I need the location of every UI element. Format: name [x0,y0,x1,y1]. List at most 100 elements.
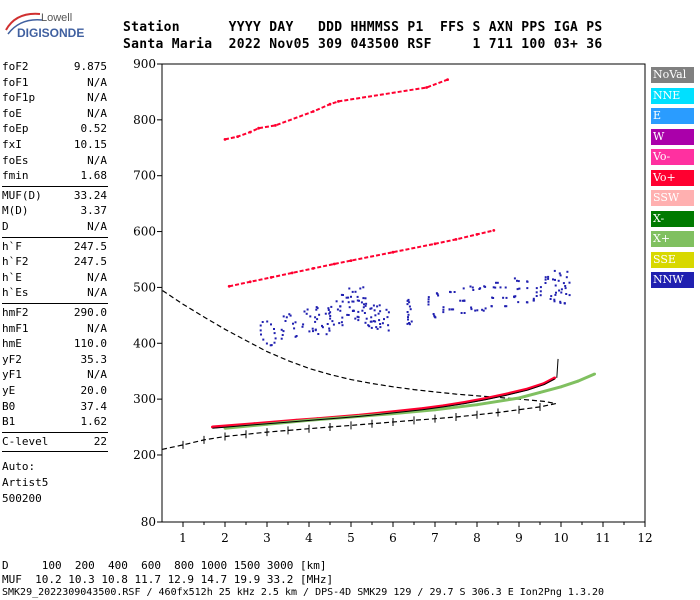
nnw-echo-point [504,286,507,289]
param-value: 3.37 [80,204,108,218]
footer-muf-row: MUF 10.2 10.3 10.8 11.7 12.9 14.7 19.9 3… [2,573,334,586]
nnw-echo-point [376,305,379,308]
param-value: N/A [87,220,107,233]
nnw-echo-point [554,293,557,296]
nnw-echo-point [354,290,357,293]
nnw-echo-point [294,335,297,338]
legend-item-w: W [651,128,694,145]
nnw-echo-point [363,312,366,314]
y-tick-label: 500 [133,280,156,294]
nnw-echo-point [539,290,542,293]
param-value: N/A [87,368,107,382]
nnw-echo-point [341,300,344,303]
nnw-echo-point [550,295,553,298]
y-tick-label: 80 [141,515,156,529]
param-separator [2,451,108,453]
nnw-echo-point [379,326,382,329]
param-value: 20.0 [80,384,108,397]
nnw-echo-point [448,308,451,311]
legend-item-xminus: X- [651,210,694,227]
param-key: MUF(D) [2,188,42,202]
echo-point [475,233,479,236]
nnw-echo-point [342,294,344,296]
nnw-echo-point [321,326,324,329]
nnw-echo-point [327,309,330,311]
nnw-echo-point [351,300,354,303]
nnw-echo-point [408,323,411,326]
nnw-echo-point [387,311,390,314]
param-key: foEp [2,122,29,136]
nnw-echo-point [450,308,453,311]
param-value: 0.52 [80,122,108,136]
legend-item-nne: NNE [651,87,694,104]
echo-point [391,250,395,254]
nnw-echo-point [345,296,348,299]
param-row-yf2: yF2 35.3 [2,353,107,367]
nnw-echo-point [518,287,521,290]
auto-info-line: Artist5 [2,476,49,489]
nnw-echo-point [436,293,439,295]
nnw-echo-point [385,308,388,311]
nnw-echo-point [311,327,314,330]
x-tick-label: 4 [305,531,313,545]
echo-point [349,259,353,262]
nnw-echo-point [526,301,529,304]
nnw-echo-point [269,344,272,347]
nnw-echo-point [288,313,291,316]
y-tick-label: 200 [133,448,156,462]
nnw-echo-point [544,282,547,284]
nnw-echo-point [350,295,352,298]
nnw-echo-point [378,304,381,307]
x-tick-label: 2 [221,531,229,545]
nnw-echo-point [474,309,477,312]
nnw-echo-point [547,277,550,280]
legend-item-sse: SSE [651,251,694,268]
nnw-echo-point [315,306,318,309]
param-value: 1.62 [80,415,108,429]
nnw-echo-point [372,304,375,307]
param-key: M(D) [2,204,29,218]
nnw-echo-point [364,321,367,324]
param-value: N/A [87,153,107,167]
nnw-echo-point [427,296,430,299]
nnw-echo-point [432,313,435,315]
nnw-echo-point [408,301,411,304]
nnw-echo-point [356,299,359,302]
nnw-echo-point [314,320,317,323]
nnw-echo-point [347,314,350,316]
nnw-echo-point [339,305,342,308]
nnw-echo-point [363,303,365,306]
nnw-echo-point [378,319,381,322]
param-key: foE [2,106,22,120]
echo-point [593,372,596,376]
nnw-echo-point [324,312,327,315]
header-labels: Station YYYY DAY DDD HHMMSS P1 FFS S AXN… [123,20,603,35]
nnw-echo-point [496,281,499,284]
nnw-echo-point [517,301,520,304]
echo-trace-4 [224,78,448,141]
nnw-echo-point [375,326,378,329]
param-row-hme: hmE 110.0 [2,337,107,351]
y-tick-label: 300 [133,392,156,406]
param-value: 247.5 [73,255,107,269]
nnw-echo-point [427,298,430,301]
echo-point [257,126,260,130]
nnw-echo-point [280,337,283,340]
echo-point [274,124,277,127]
nnw-echo-point [562,282,565,285]
nnw-echo-point [370,316,373,319]
nnw-echo-point [330,305,333,308]
nnw-echo-point [539,294,542,297]
nnw-echo-point [478,288,481,290]
param-separator [2,185,108,187]
nnw-echo-point [341,316,344,319]
param-row-fof2: foF2 9.875 [2,60,107,74]
nnw-echo-point [347,296,350,299]
nnw-echo-point [329,315,332,317]
nnw-echo-point [259,324,262,327]
echo-point [454,238,458,241]
x-tick-label: 6 [389,531,397,545]
nnw-echo-point [281,334,284,336]
param-row-fxi: fxI 10.15 [2,138,107,152]
nnw-echo-point [303,310,306,313]
